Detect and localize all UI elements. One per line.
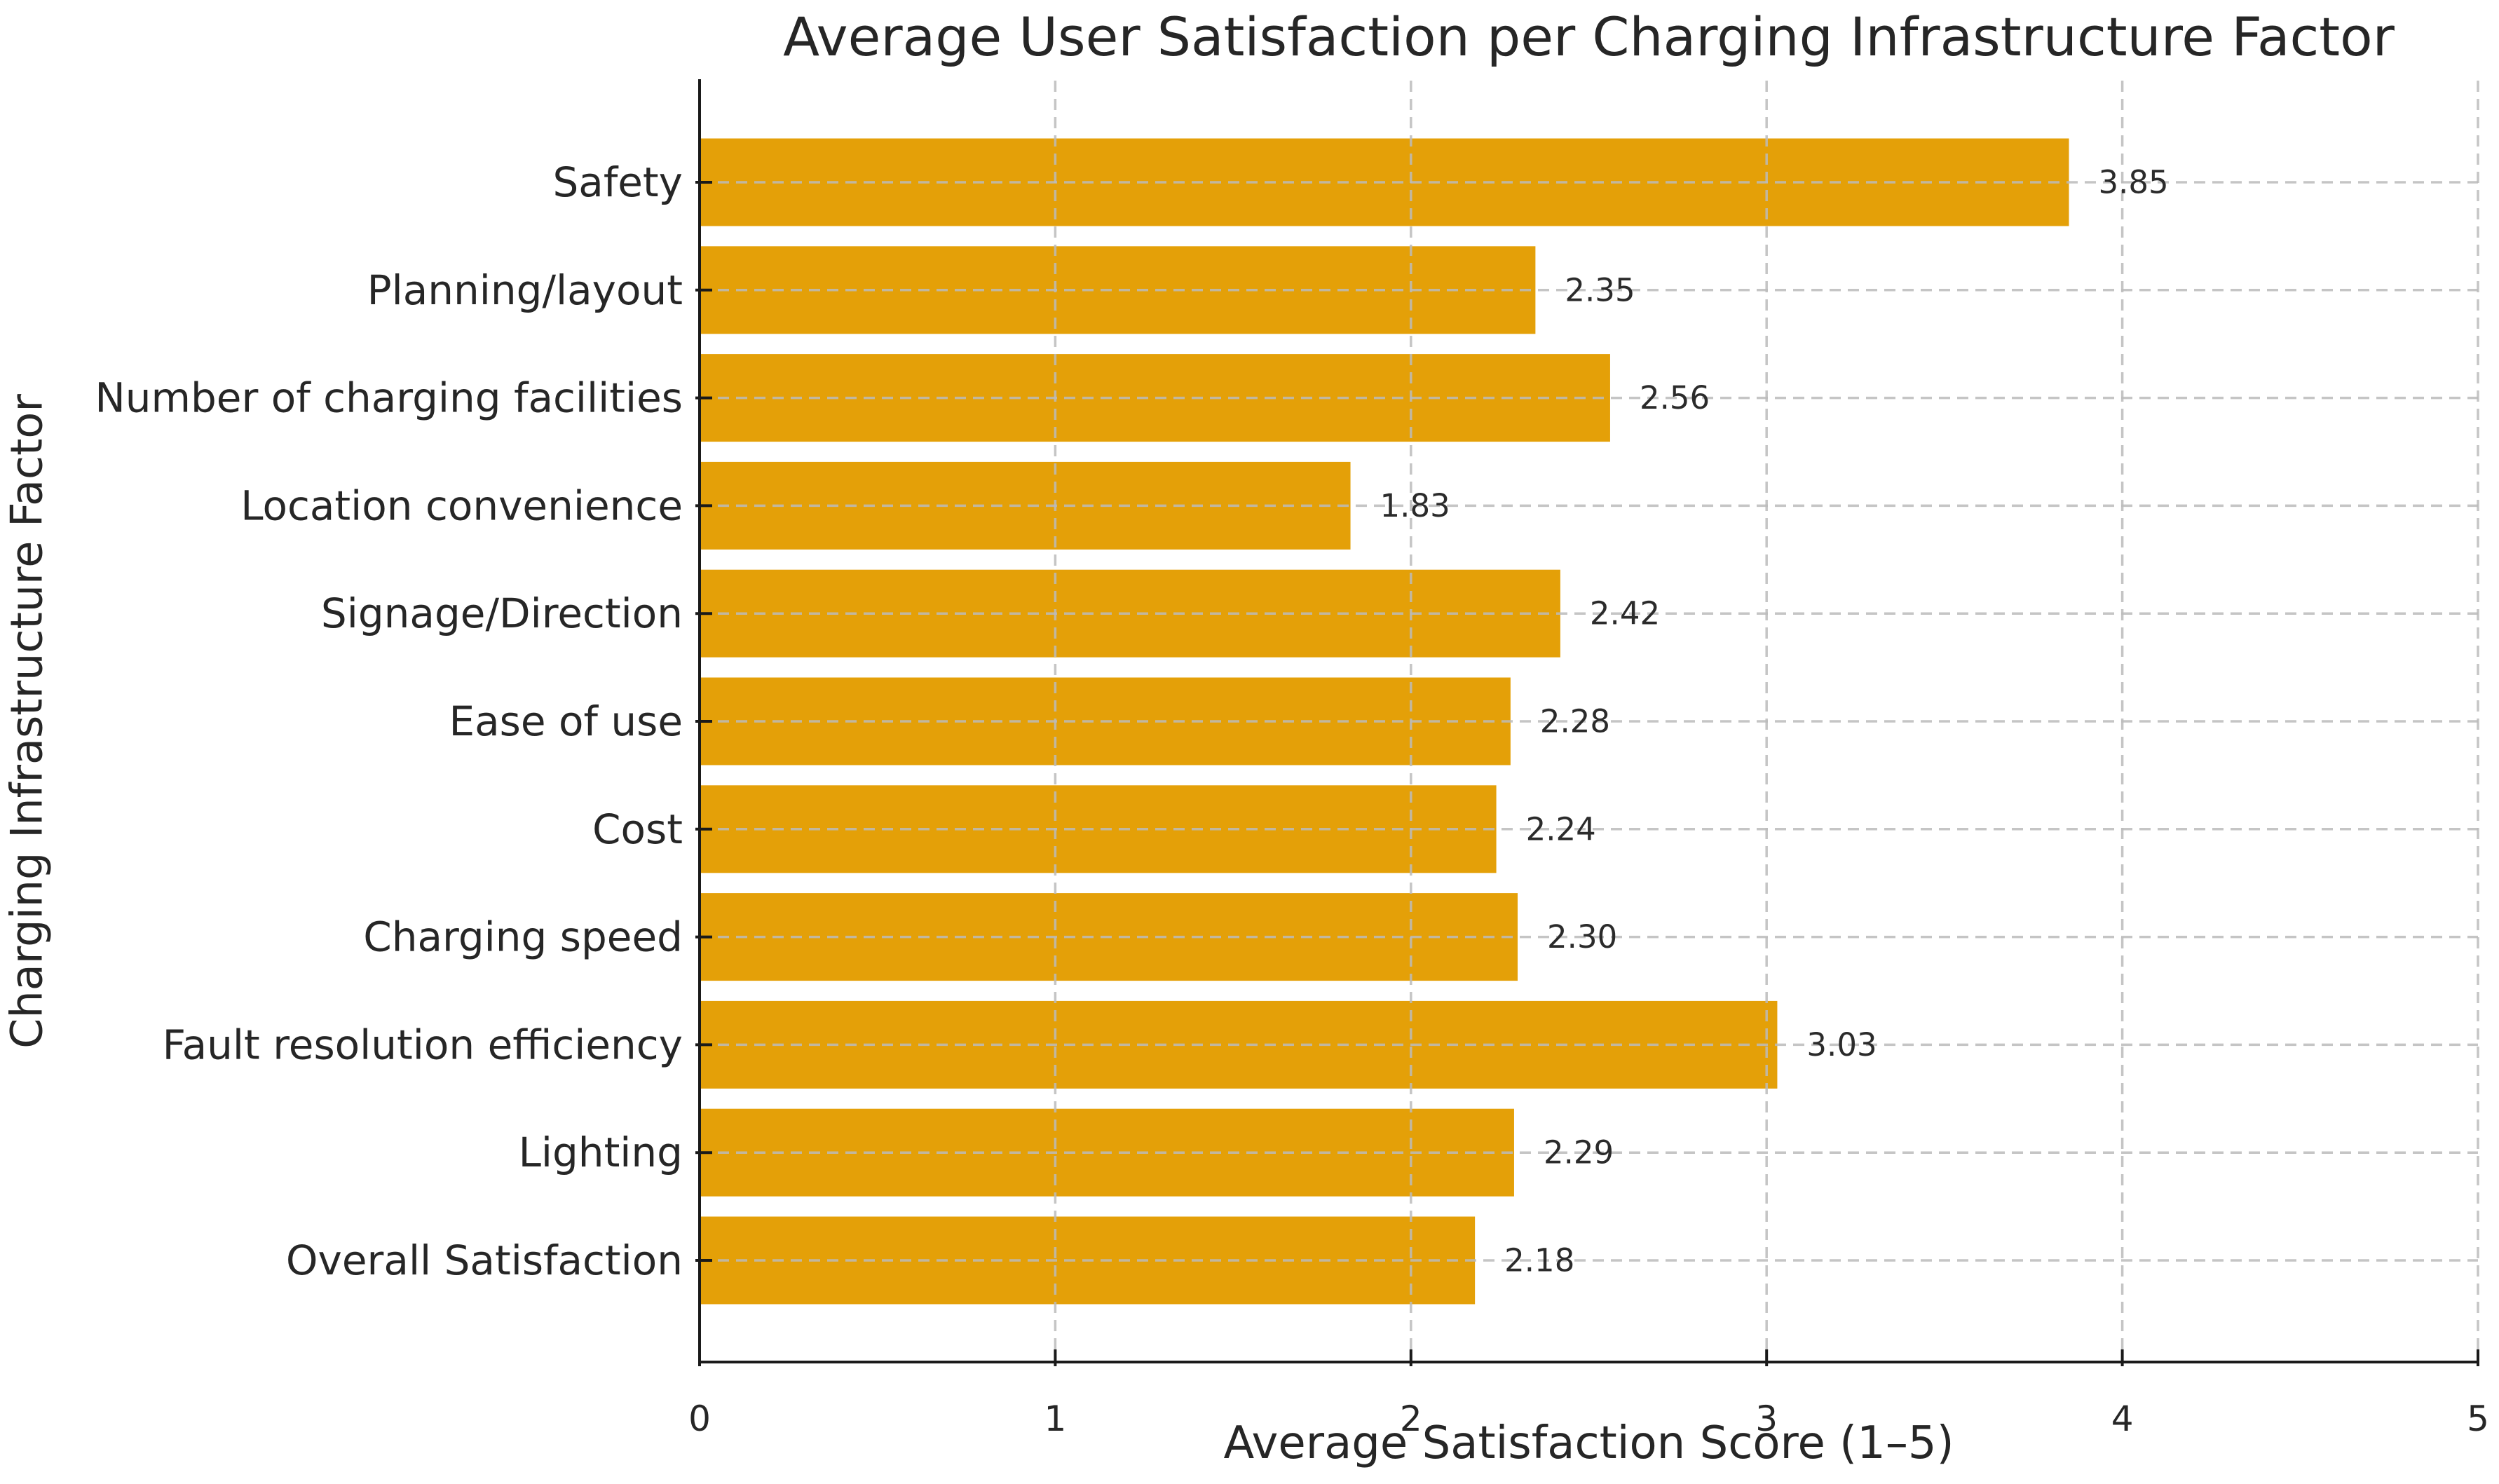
category-tick-label: Location convenience: [240, 482, 683, 529]
bar-value-label: 2.56: [1640, 379, 1710, 416]
bar-value-label: 2.24: [1526, 810, 1596, 847]
bar-value-label: 2.18: [1504, 1242, 1574, 1279]
x-tick-label: 1: [1044, 1398, 1066, 1439]
category-tick-label: Overall Satisfaction: [286, 1237, 683, 1284]
x-tick-label: 0: [688, 1398, 711, 1439]
category-tick-label: Signage/Direction: [321, 590, 683, 637]
category-tick-label: Charging speed: [363, 913, 683, 961]
category-tick-label: Cost: [592, 805, 683, 853]
x-axis-title: Average Satisfaction Score (1–5): [1223, 1417, 1954, 1469]
bar-value-label: 2.30: [1547, 918, 1617, 955]
x-tick-label: 4: [2111, 1398, 2134, 1439]
chart-title: Average User Satisfaction per Charging I…: [783, 6, 2395, 68]
bar-value-label: 2.35: [1565, 271, 1635, 308]
bar-value-label: 3.85: [2098, 164, 2168, 201]
x-tick-label: 2: [1400, 1398, 1422, 1439]
category-tick-label: Number of charging facilities: [95, 374, 683, 422]
bar-value-label: 2.28: [1540, 703, 1610, 740]
bar-value-label: 3.03: [1806, 1026, 1877, 1063]
bar-value-label: 2.42: [1590, 595, 1660, 632]
category-tick-label: Safety: [552, 158, 683, 206]
bar-value-label: 2.29: [1544, 1134, 1614, 1171]
x-tick-label: 5: [2467, 1398, 2489, 1439]
category-tick-label: Fault resolution efficiency: [163, 1021, 683, 1068]
x-tick-label: 3: [1755, 1398, 1778, 1439]
category-tick-label: Ease of use: [449, 697, 683, 745]
bar-value-label: 1.83: [1380, 487, 1450, 524]
category-tick-label: Planning/layout: [367, 266, 683, 314]
category-tick-label: Lighting: [519, 1129, 683, 1176]
